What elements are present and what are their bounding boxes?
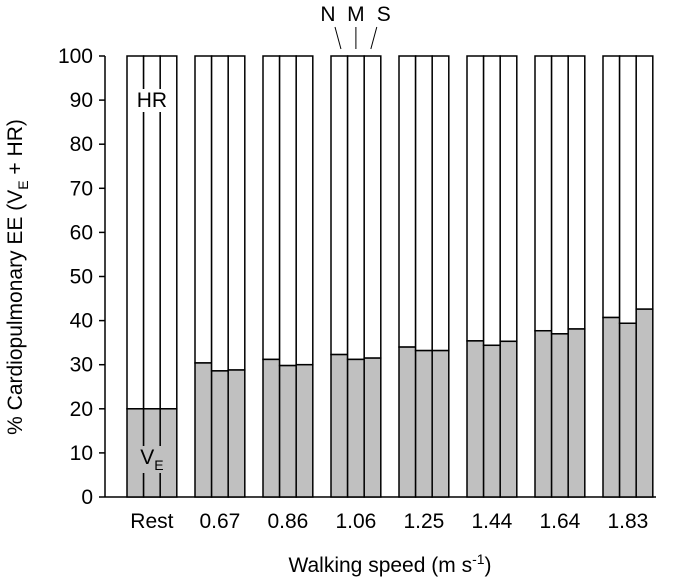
- bar-segment-ve: [602, 316, 621, 498]
- x-axis-title: Walking speed (m s-1): [288, 551, 491, 577]
- bar-segment-ve: [635, 308, 654, 498]
- bar-segment-hr: [414, 55, 433, 352]
- bar-group: [534, 55, 586, 498]
- bar-segment-ve: [227, 369, 246, 498]
- bar-segment-hr: [262, 55, 281, 361]
- bar-segment-ve: [567, 328, 586, 498]
- ve-label-main: V: [140, 446, 154, 469]
- bar-segment-hr: [278, 55, 297, 367]
- bar-segment-ve: [534, 329, 553, 498]
- bar-segment-hr: [534, 55, 553, 332]
- sub-bar-label: M: [347, 3, 365, 26]
- x-category-labels: Rest 0.67 0.86 1.06 1.25 1.44 1.64 1.83: [130, 510, 648, 533]
- y-tick-label: 30: [70, 354, 93, 377]
- bar-segment-hr: [618, 55, 637, 324]
- bar-group: [398, 55, 450, 498]
- x-axis-title-sup: -1: [472, 551, 485, 567]
- bar-segment-ve: [363, 357, 382, 498]
- sub-bar-leader-line: [370, 26, 378, 50]
- bar-segment-ve: [295, 363, 314, 498]
- bar-group: [330, 55, 382, 498]
- bar-segment-hr: [210, 55, 229, 372]
- y-tick-label: 80: [70, 133, 93, 156]
- bar-segment-ve: [398, 346, 417, 498]
- bar-segment-hr: [330, 55, 349, 356]
- bar-segment-hr: [398, 55, 417, 348]
- bar-segment-hr: [295, 55, 314, 366]
- x-category-label: 0.67: [199, 510, 240, 533]
- ve-label-sub: E: [154, 457, 163, 473]
- y-tick-label: 20: [70, 398, 93, 421]
- y-tick-label: 100: [58, 45, 93, 68]
- y-tick-label: 70: [70, 177, 93, 200]
- bar-segment-hr: [363, 55, 382, 359]
- y-axis-title: % Cardiopulmonary EE (VE + HR): [4, 119, 31, 435]
- bar-segment-ve: [482, 344, 501, 498]
- bar-segment-hr: [346, 55, 365, 361]
- x-category-label: 1.64: [539, 510, 580, 533]
- y-axis-title-sub: E: [15, 180, 31, 189]
- x-category-label: 1.06: [335, 510, 376, 533]
- sub-bar-label: S: [377, 3, 391, 26]
- sub-bar-label: N: [320, 3, 335, 26]
- hr-label-backdrop: [134, 89, 170, 112]
- bar-segment-ve: [330, 353, 349, 498]
- bar-segment-ve: [194, 362, 213, 498]
- x-axis-title-end: ): [485, 554, 492, 577]
- bar-segment-hr: [499, 55, 518, 343]
- bar-segment-hr: [550, 55, 569, 335]
- bar-group: [466, 55, 518, 498]
- y-tick-label: 50: [70, 266, 93, 289]
- y-tick-label: 40: [70, 310, 93, 333]
- y-axis-title-main: % Cardiopulmonary EE (V: [4, 190, 27, 435]
- bar-segment-ve: [278, 364, 297, 498]
- bar-group: [194, 55, 246, 498]
- bar-segment-hr: [635, 55, 654, 310]
- x-category-label: 0.86: [267, 510, 308, 533]
- x-category-label: Rest: [130, 510, 173, 533]
- ve-label: VE: [140, 446, 163, 473]
- y-axis: 0 10 20 30 40 50 60 70 80 90 100: [58, 45, 656, 509]
- bar-segment-hr: [482, 55, 501, 347]
- y-tick-label: 0: [81, 486, 93, 509]
- x-category-label: 1.44: [471, 510, 512, 533]
- y-axis-title-end: + HR): [4, 119, 27, 180]
- bar-segment-ve: [499, 340, 518, 498]
- bar-group: [602, 55, 654, 498]
- bars: [126, 55, 654, 498]
- bar-group: [126, 55, 178, 498]
- bar-segment-hr: [567, 55, 586, 330]
- x-category-label: 1.25: [403, 510, 444, 533]
- x-category-label: 1.83: [607, 510, 648, 533]
- bar-segment-ve: [466, 340, 485, 498]
- bar-segment-hr: [602, 55, 621, 319]
- ve-label-backdrop: [138, 446, 166, 473]
- bar-segment-hr: [194, 55, 213, 364]
- bar-segment-ve: [210, 370, 229, 498]
- bar-segment-hr: [431, 55, 450, 352]
- bar-segment-ve: [618, 322, 637, 498]
- bar-segment-ve: [414, 349, 433, 498]
- bar-group: [262, 55, 314, 498]
- bar-segment-ve: [346, 358, 365, 498]
- bar-segment-hr: [466, 55, 485, 342]
- bar-segment-ve: [431, 349, 450, 498]
- bar-segment-ve: [550, 333, 569, 498]
- bar-segment-ve: [262, 358, 281, 498]
- y-tick-label: 90: [70, 89, 93, 112]
- y-tick-label: 60: [70, 221, 93, 244]
- sub-bar-leader-line: [334, 26, 342, 50]
- y-tick-label: 10: [70, 442, 93, 465]
- x-axis-title-main: Walking speed (m s: [288, 554, 472, 577]
- hr-label: HR: [137, 89, 167, 112]
- bar-segment-hr: [227, 55, 246, 371]
